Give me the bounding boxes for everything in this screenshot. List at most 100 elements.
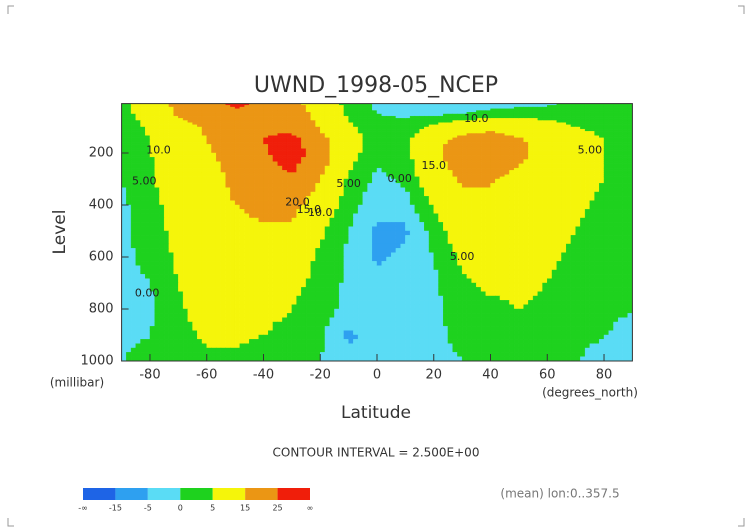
contour-cell [163,128,170,132]
contour-cell [599,170,605,173]
contour-cell [338,144,345,147]
contour-cell [211,118,217,121]
contour-cell [286,174,293,178]
contour-cell [301,161,307,165]
contour-cell [253,204,259,210]
contour-cell [376,191,382,197]
contour-cell [234,196,241,201]
contour-cell [220,196,226,201]
contour-cell [126,118,132,121]
contour-cell [225,226,231,232]
contour-cell [215,167,222,171]
contour-cell [239,122,245,126]
contour-cell [244,178,250,184]
contour-cell [461,163,468,167]
contour-cell [400,110,406,113]
contour-cell [230,133,236,136]
contour-cell [457,113,463,117]
contour-cell [386,144,392,147]
contour-cell [277,217,283,223]
contour-cell [551,178,557,184]
contour-cell [296,183,302,188]
contour-cell [561,167,567,171]
contour-cell [513,124,520,128]
contour-cell [575,105,581,108]
contour-cell [263,209,269,214]
contour-cell [258,118,264,121]
contour-cell [528,106,534,109]
contour-cell [499,161,505,165]
contour-field [121,103,633,362]
contour-cell [286,113,293,117]
contour-cell [324,165,330,169]
contour-cell [315,167,321,171]
contour-cell [315,150,321,154]
contour-cell [126,124,132,128]
contour-cell [277,115,283,119]
contour-cell [286,163,293,167]
contour-cell [230,139,236,143]
contour-cell [140,154,146,158]
contour-cell [239,126,245,130]
contour-cell [140,150,146,154]
contour-cell [528,157,534,160]
contour-cell [154,217,160,223]
contour-cell [372,165,378,169]
contour-cell [495,133,501,136]
contour-cell [282,122,288,126]
contour-cell [386,133,392,136]
contour-cell [603,146,609,149]
contour-cell [145,204,151,210]
contour-cell [343,163,349,167]
contour-cell [159,170,165,173]
contour-cell [461,172,468,175]
contour-cell [376,178,382,184]
contour-cell [296,167,302,171]
contour-cell [580,191,586,197]
contour-cell [168,226,174,232]
contour-cell [390,110,397,113]
contour-cell [173,183,179,188]
contour-cell [565,150,572,154]
contour-cell [547,159,553,162]
contour-cell [424,196,430,201]
contour-cell [490,112,496,115]
contour-cell [518,146,524,149]
contour-cell [476,131,482,134]
contour-cell [329,172,335,175]
contour-cell [301,118,307,121]
contour-cell [471,154,477,158]
contour-cell [154,137,160,141]
contour-cell [286,178,293,184]
contour-cell [225,148,231,152]
contour-cell [386,167,392,171]
contour-cell [296,110,302,113]
contour-cell [206,187,212,193]
contour-cell [230,167,236,171]
contour-cell [163,176,170,180]
contour-cell [168,159,174,162]
contour-cell [239,174,245,178]
contour-cell [282,209,288,214]
contour-cell [542,154,548,158]
contour-cell [542,191,548,197]
contour-cell [627,178,633,184]
contour-cell [599,165,605,169]
contour-cell [376,146,382,149]
contour-cell [225,222,231,227]
contour-cell [561,112,567,115]
contour-cell [230,209,236,214]
contour-cell [589,157,595,160]
contour-cell [457,124,463,128]
contour-cell [480,157,486,160]
contour-cell [542,165,548,169]
contour-cell [367,170,373,173]
contour-cell [244,226,250,232]
contour-cell [301,150,307,154]
contour-cell [584,196,591,201]
contour-cell [390,131,397,134]
contour-cell [622,139,628,143]
contour-cell [348,172,354,175]
contour-cell [315,196,321,201]
contour-cell [485,170,491,173]
